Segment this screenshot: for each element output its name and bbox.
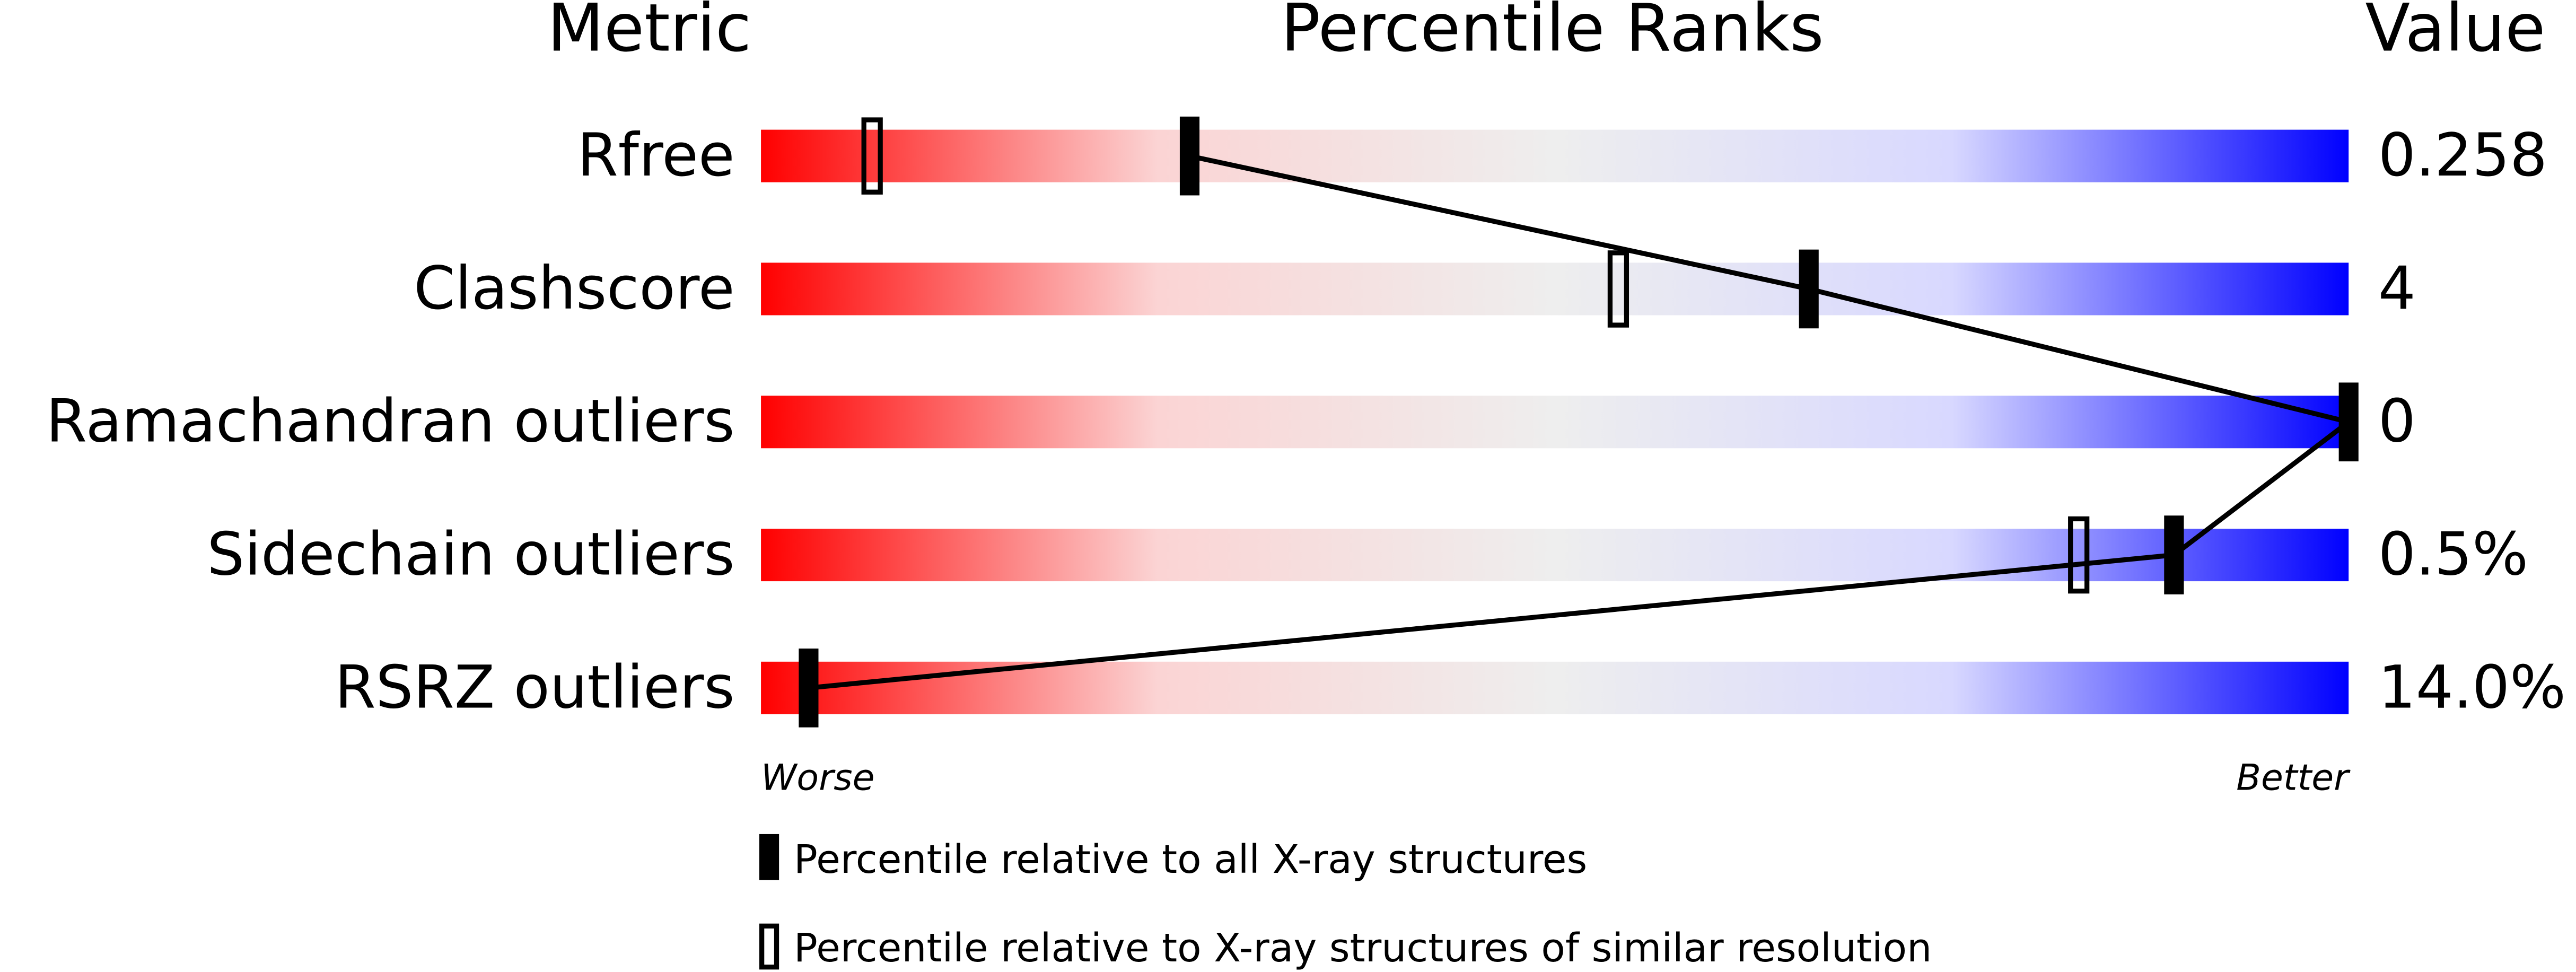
percentile-bar — [761, 529, 2349, 582]
metric-value: 0 — [2378, 388, 2416, 456]
legend-swatch — [759, 834, 779, 880]
metric-label: Ramachandran outliers — [46, 388, 735, 456]
metric-value: 0.5% — [2378, 520, 2528, 589]
legend-label: Percentile relative to X-ray structures … — [794, 925, 1932, 971]
value-header: Value — [2365, 0, 2545, 67]
percentile-marker — [799, 649, 819, 728]
percentile-bar — [761, 129, 2349, 182]
metric-label: Rfree — [577, 121, 734, 190]
metric-value: 14.0% — [2378, 653, 2566, 722]
legend-label: Percentile relative to all X-ray structu… — [794, 836, 1587, 882]
similar-marker — [2068, 516, 2090, 594]
percentile-bar — [761, 396, 2349, 449]
percentile-bar — [761, 262, 2349, 316]
legend-swatch — [759, 923, 779, 970]
worse-label: Worse — [761, 757, 874, 799]
metric-label: RSRZ outliers — [335, 653, 734, 722]
percentile-marker — [2164, 515, 2184, 594]
percentile-marker — [2338, 382, 2359, 462]
metric-label: Clashscore — [414, 255, 734, 323]
metric-label: Sidechain outliers — [207, 520, 734, 589]
similar-marker — [1607, 250, 1629, 328]
metric-header: Metric — [547, 0, 751, 67]
better-label: Better — [2236, 757, 2351, 799]
percentile-marker — [1799, 249, 1819, 329]
percentile-bar — [761, 661, 2349, 714]
metric-value: 4 — [2378, 255, 2416, 323]
similar-marker — [861, 117, 883, 195]
chart-title: Percentile Ranks — [1281, 0, 1824, 67]
metric-value: 0.258 — [2378, 121, 2547, 190]
percentile-marker — [1179, 116, 1200, 196]
